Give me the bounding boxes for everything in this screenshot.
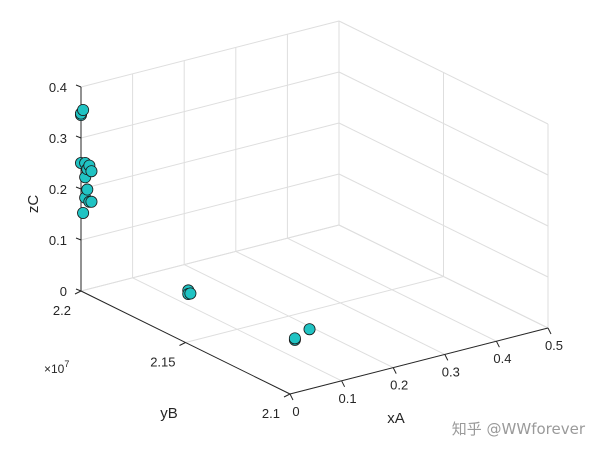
y-tick-mark [179,342,186,346]
watermark: 知乎 @WWforever [452,420,586,438]
z-tick-mark [75,186,82,190]
x-axis-label: xA [387,410,405,427]
x-tick-label: 0.5 [545,338,563,353]
side-wall-grid-line [338,224,549,329]
floor-grid-line [185,276,444,343]
z-tick-mark [75,84,82,88]
z-tick-mark [75,135,82,139]
z-tick-label: 0.2 [49,182,67,197]
x-tick-mark [547,327,552,335]
x-tick-mark [341,380,346,388]
z-tick-mark [75,237,82,241]
x-tick-label: 0.4 [493,351,511,366]
side-wall-grid-line [338,173,549,278]
z-tick-label: 0.1 [49,233,67,248]
data-point [85,195,98,208]
side-wall-grid-line [338,20,549,125]
x-tick-label: 0.3 [442,364,460,379]
back-wall-grid-line [80,122,340,190]
tick-label-layer: 0 0.1 0.2 0.3 0.4 0.5 2.1 2.15 2.2 0 0.1 0.2 0.3 0.4 [49,80,563,421]
side-wall-grid-line [338,71,549,176]
back-wall-grid-line [80,20,340,88]
data-point [288,332,301,345]
z-tick-label: 0.3 [49,131,67,146]
data-point [184,287,197,300]
side-wall-grid-line [338,122,549,227]
x-tick-mark [495,340,500,348]
x-tick-mark [392,367,397,374]
axis-layer [74,84,552,401]
y-tick-label: 2.1 [262,406,280,421]
data-point [85,165,98,178]
back-wall-grid-line [80,173,340,241]
x-tick-mark [289,393,294,401]
x-axis-line [289,327,549,395]
z-tick-mark [75,288,82,292]
data-point [303,323,316,336]
z-tick-label: 0 [60,284,67,299]
grid-layer [80,20,549,395]
x-tick-label: 0.2 [390,378,408,393]
x-tick-label: 0 [292,404,299,419]
y-tick-mark [74,290,82,295]
y-tick-label: 2.15 [150,355,175,370]
z-tick-label: 0.4 [49,80,67,95]
data-point [77,206,90,219]
y-axis-exponent: ×107 [44,359,69,376]
y-tick-mark [283,393,291,398]
x-tick-mark [444,354,449,361]
z-axis-label: zC [25,195,42,214]
x-tick-label: 0.1 [339,391,357,406]
data-point-layer [75,103,316,346]
data-point [81,183,94,196]
data-point [77,103,90,116]
y-axis-label: yB [160,405,178,422]
back-wall-grid-line [80,224,340,292]
y-tick-label: 2.2 [53,303,71,318]
back-wall-grid-line [80,71,340,139]
